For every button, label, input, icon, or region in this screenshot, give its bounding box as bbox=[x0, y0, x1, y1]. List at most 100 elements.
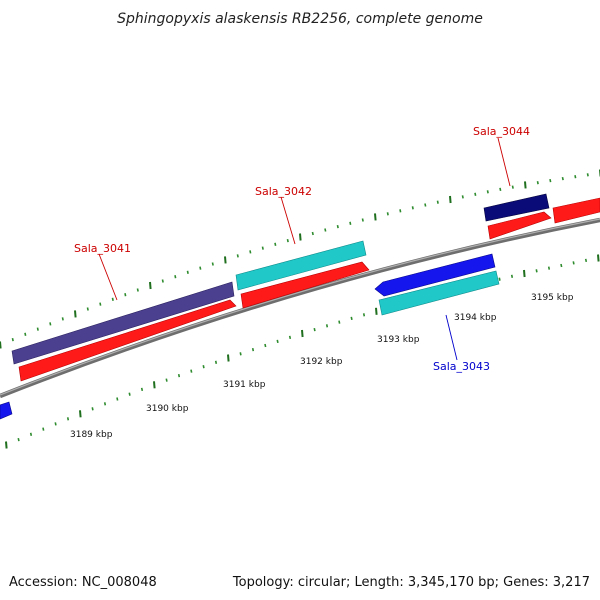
upper-tick-2 bbox=[24, 332, 27, 336]
upper-tick-30 bbox=[374, 213, 377, 221]
upper-tick-33 bbox=[411, 206, 414, 210]
lower-tick-11 bbox=[140, 387, 144, 392]
lower-tick-46 bbox=[572, 261, 575, 265]
label-sala-3041[interactable]: Sala_3041 bbox=[74, 242, 131, 255]
upper-tick-45 bbox=[561, 176, 564, 181]
cds-forward-sala-3041[interactable] bbox=[18, 299, 237, 382]
lower-tick-1 bbox=[17, 437, 20, 442]
upper-tick-26 bbox=[324, 228, 327, 232]
upper-tick-37 bbox=[461, 195, 464, 199]
lower-tick-9 bbox=[116, 397, 119, 401]
upper-tick-11 bbox=[136, 288, 139, 292]
label-sala-3044[interactable]: Sala_3044 bbox=[473, 125, 530, 138]
lower-tick-28 bbox=[350, 316, 353, 321]
lower-tick-10 bbox=[128, 392, 131, 396]
map-title: Sphingopyxis alaskensis RB2256, complete… bbox=[117, 11, 483, 27]
upper-tick-32 bbox=[399, 209, 402, 213]
upper-tick-20 bbox=[249, 250, 252, 254]
tick-label-3193: 3193 kbp bbox=[377, 335, 420, 345]
upper-tick-41 bbox=[511, 185, 514, 189]
upper-tick-15 bbox=[186, 270, 189, 274]
cds-forward-sala-3044[interactable] bbox=[487, 211, 552, 240]
upper-tick-9 bbox=[111, 297, 114, 301]
lower-tick-12 bbox=[153, 381, 156, 389]
lower-tick-30 bbox=[375, 307, 378, 315]
upper-tick-34 bbox=[424, 203, 427, 207]
upper-tick-13 bbox=[161, 279, 164, 283]
upper-tick-43 bbox=[536, 181, 539, 185]
lower-tick-25 bbox=[313, 327, 316, 332]
tick-label-3195: 3195 kbp bbox=[531, 293, 574, 303]
lower-tick-26 bbox=[325, 324, 329, 328]
upper-tick-21 bbox=[261, 246, 264, 250]
tick-label-3190: 3190 kbp bbox=[146, 404, 189, 414]
lower-tick-45 bbox=[560, 263, 563, 268]
upper-tick-44 bbox=[549, 178, 552, 183]
lower-tick-40 bbox=[498, 277, 501, 281]
tick-label-3194: 3194 kbp bbox=[454, 313, 497, 323]
lower-tick-5 bbox=[66, 417, 70, 421]
lower-tick-27 bbox=[338, 320, 341, 324]
lower-tick-41 bbox=[510, 274, 514, 278]
upper-tick-25 bbox=[311, 231, 314, 236]
lower-tick-47 bbox=[584, 258, 588, 263]
lower-tick-21 bbox=[264, 343, 267, 348]
gene-reverse-left-edge[interactable] bbox=[0, 401, 13, 420]
upper-tick-12 bbox=[149, 281, 152, 290]
lower-tick-15 bbox=[190, 369, 193, 373]
upper-tick-6 bbox=[74, 310, 77, 318]
upper-tick-4 bbox=[49, 322, 52, 326]
cds-reverse-sala-3043[interactable] bbox=[378, 270, 500, 316]
upper-tick-40 bbox=[499, 187, 502, 192]
lower-tick-4 bbox=[54, 422, 57, 426]
upper-tick-1 bbox=[11, 337, 14, 342]
upper-tick-8 bbox=[99, 302, 102, 306]
upper-tick-46 bbox=[574, 175, 577, 179]
upper-tick-42 bbox=[524, 181, 527, 189]
lower-tick-13 bbox=[165, 378, 168, 382]
label-sala-3042[interactable]: Sala_3042 bbox=[255, 185, 312, 198]
upper-tick-17 bbox=[211, 262, 214, 266]
gene-reverse-sala-3043-upper[interactable] bbox=[374, 253, 496, 297]
upper-tick-24 bbox=[299, 233, 302, 241]
upper-tick-29 bbox=[361, 218, 364, 222]
lower-tick-24 bbox=[301, 329, 304, 338]
cds-forward-sala-3042[interactable] bbox=[240, 261, 370, 309]
lower-tick-8 bbox=[103, 402, 107, 406]
label-sala-3043[interactable]: Sala_3043 bbox=[433, 360, 490, 373]
lower-tick-42 bbox=[523, 269, 526, 278]
gene-sala-3042[interactable] bbox=[235, 240, 367, 291]
genome-backbone-highlight bbox=[0, 218, 600, 396]
lower-tick-2 bbox=[29, 432, 33, 436]
lower-tick-3 bbox=[42, 427, 45, 431]
leader-sala-3042 bbox=[280, 196, 296, 245]
upper-tick-35 bbox=[436, 200, 439, 204]
upper-tick-14 bbox=[174, 275, 177, 279]
lower-tick-0 bbox=[5, 441, 8, 449]
gene-sala-3041[interactable] bbox=[11, 281, 235, 365]
leader-sala-3041 bbox=[98, 253, 118, 301]
tick-label-3191: 3191 kbp bbox=[223, 380, 266, 390]
lower-tick-17 bbox=[214, 360, 218, 364]
upper-tick-47 bbox=[586, 173, 589, 177]
gene-sala-3044[interactable] bbox=[483, 193, 550, 222]
upper-tick-31 bbox=[386, 212, 389, 216]
upper-tick-19 bbox=[236, 254, 239, 258]
lower-tick-20 bbox=[251, 347, 255, 352]
lower-tick-19 bbox=[239, 352, 242, 356]
cds-forward-next[interactable] bbox=[552, 197, 600, 224]
lower-tick-29 bbox=[362, 313, 366, 317]
tick-label-3192: 3192 kbp bbox=[300, 357, 343, 367]
upper-tick-39 bbox=[486, 190, 489, 194]
lower-tick-6 bbox=[79, 410, 82, 418]
lower-tick-7 bbox=[91, 407, 94, 411]
tick-label-3189: 3189 kbp bbox=[70, 430, 113, 440]
tick-rail-upper bbox=[0, 169, 600, 349]
genome-backbone bbox=[0, 217, 600, 399]
accession-text: Accession: NC_008048 bbox=[9, 575, 157, 590]
upper-tick-23 bbox=[286, 238, 289, 243]
upper-tick-36 bbox=[449, 195, 452, 204]
upper-tick-3 bbox=[36, 327, 39, 331]
lower-tick-16 bbox=[202, 365, 205, 369]
genome-summary-text: Topology: circular; Length: 3,345,170 bp… bbox=[232, 575, 590, 590]
